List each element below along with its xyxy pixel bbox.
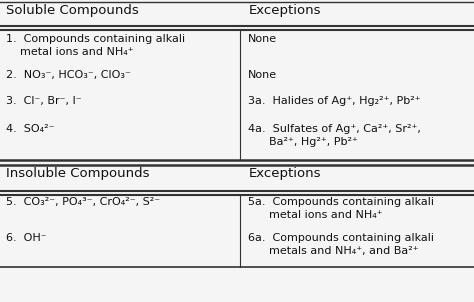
Text: 6.  OH⁻: 6. OH⁻ xyxy=(6,233,46,243)
Text: 3.  Cl⁻, Br⁻, I⁻: 3. Cl⁻, Br⁻, I⁻ xyxy=(6,96,82,106)
Text: 5a.  Compounds containing alkali
      metal ions and NH₄⁺: 5a. Compounds containing alkali metal io… xyxy=(248,197,434,220)
Text: 5.  CO₃²⁻, PO₄³⁻, CrO₄²⁻, S²⁻: 5. CO₃²⁻, PO₄³⁻, CrO₄²⁻, S²⁻ xyxy=(6,197,160,207)
Text: 1.  Compounds containing alkali
    metal ions and NH₄⁺: 1. Compounds containing alkali metal ion… xyxy=(6,34,185,57)
Text: Insoluble Compounds: Insoluble Compounds xyxy=(6,167,149,180)
Text: 6a.  Compounds containing alkali
      metals and NH₄⁺, and Ba²⁺: 6a. Compounds containing alkali metals a… xyxy=(248,233,434,256)
Text: Exceptions: Exceptions xyxy=(248,167,321,180)
Text: 4a.  Sulfates of Ag⁺, Ca²⁺, Sr²⁺,
      Ba²⁺, Hg²⁺, Pb²⁺: 4a. Sulfates of Ag⁺, Ca²⁺, Sr²⁺, Ba²⁺, H… xyxy=(248,124,421,147)
Text: 2.  NO₃⁻, HCO₃⁻, ClO₃⁻: 2. NO₃⁻, HCO₃⁻, ClO₃⁻ xyxy=(6,70,131,80)
Text: Soluble Compounds: Soluble Compounds xyxy=(6,4,139,17)
Text: 4.  SO₄²⁻: 4. SO₄²⁻ xyxy=(6,124,55,134)
Text: None: None xyxy=(248,70,277,80)
Text: Exceptions: Exceptions xyxy=(248,4,321,17)
Text: None: None xyxy=(248,34,277,44)
Text: 3a.  Halides of Ag⁺, Hg₂²⁺, Pb²⁺: 3a. Halides of Ag⁺, Hg₂²⁺, Pb²⁺ xyxy=(248,96,421,106)
